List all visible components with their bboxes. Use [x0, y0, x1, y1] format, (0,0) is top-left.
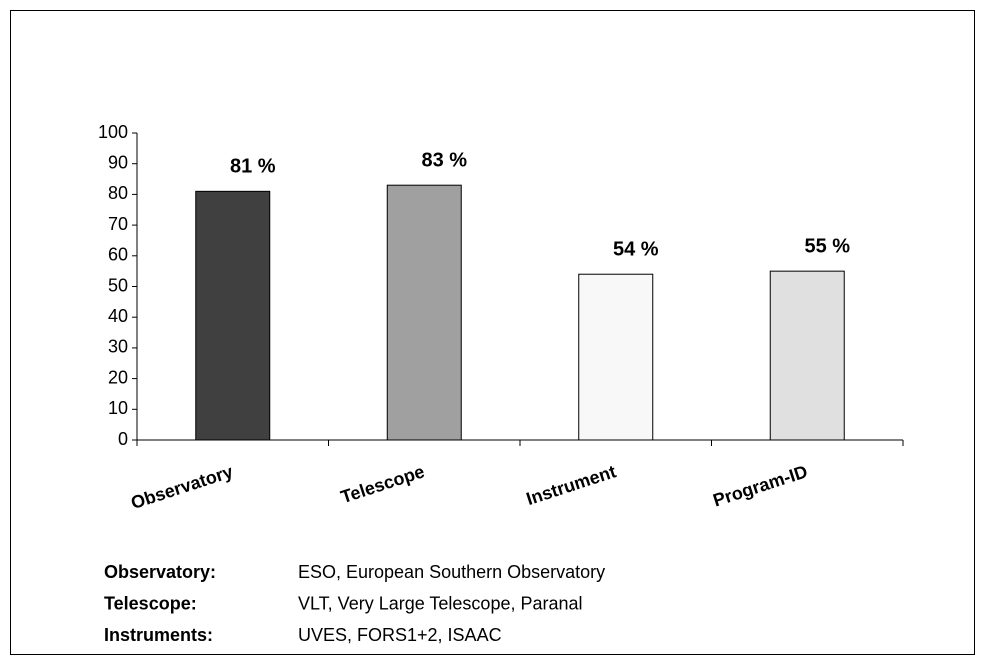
- note-text: VLT, Very Large Telescope, Paranal: [298, 593, 583, 613]
- y-tick-label: 80: [108, 183, 128, 203]
- value-label: 83 %: [421, 149, 467, 171]
- y-tick-label: 30: [108, 337, 128, 357]
- value-label: 81 %: [230, 156, 276, 178]
- y-tick-label: 10: [108, 398, 128, 418]
- bar: [578, 273, 654, 441]
- value-label: 55 %: [804, 235, 850, 257]
- y-tick-label: 90: [108, 152, 128, 172]
- note-term: Observatory:: [104, 562, 216, 582]
- y-tick-label: 100: [98, 122, 128, 142]
- note-text: ESO, European Southern Observatory: [298, 562, 605, 582]
- bar: [195, 190, 271, 441]
- bar: [769, 270, 845, 441]
- y-tick-label: 50: [108, 275, 128, 295]
- y-tick-label: 70: [108, 214, 128, 234]
- bar: [386, 184, 462, 441]
- y-tick-label: 60: [108, 245, 128, 265]
- y-tick-label: 40: [108, 306, 128, 326]
- y-tick-label: 0: [118, 429, 128, 449]
- note-term: Instruments:: [104, 625, 213, 645]
- y-tick-label: 20: [108, 367, 128, 387]
- value-label: 54 %: [613, 239, 659, 261]
- note-term: Telescope:: [104, 593, 197, 613]
- note-text: UVES, FORS1+2, ISAAC: [298, 625, 502, 645]
